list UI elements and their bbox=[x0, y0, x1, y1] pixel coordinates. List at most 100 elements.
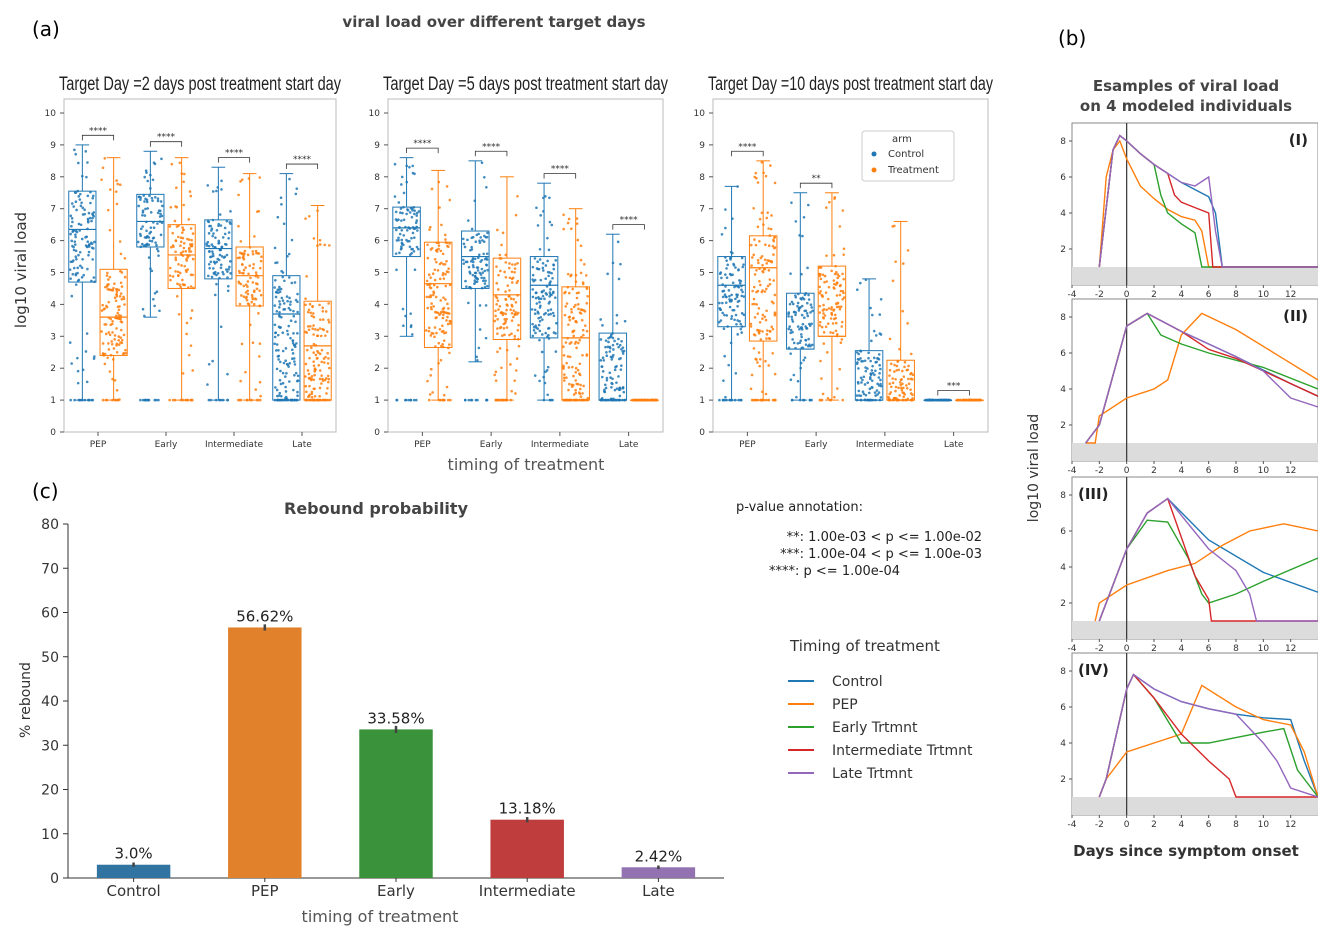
series-line-intermediate-trtmnt bbox=[1085, 312, 1318, 444]
data-point bbox=[160, 157, 163, 161]
detection-limit-band bbox=[1072, 797, 1318, 815]
data-point bbox=[141, 242, 144, 246]
data-point bbox=[759, 256, 763, 260]
data-point bbox=[429, 367, 433, 371]
data-point bbox=[221, 270, 224, 274]
data-point bbox=[889, 362, 893, 366]
data-point bbox=[223, 226, 227, 230]
data-point bbox=[879, 382, 882, 386]
data-point bbox=[723, 398, 726, 402]
x-tick-label: 2 bbox=[1151, 820, 1157, 830]
data-point bbox=[842, 247, 846, 251]
data-point bbox=[247, 272, 250, 276]
data-point bbox=[275, 261, 279, 264]
data-point bbox=[485, 398, 488, 402]
data-point bbox=[867, 351, 870, 355]
data-point bbox=[554, 259, 558, 262]
series-line-late-trtmnt bbox=[1098, 673, 1318, 798]
data-point bbox=[327, 302, 330, 305]
data-point bbox=[804, 338, 808, 342]
y-tick-label: 8 bbox=[1060, 491, 1066, 501]
data-point bbox=[831, 322, 835, 325]
data-point bbox=[464, 279, 467, 283]
box-body bbox=[492, 257, 522, 340]
data-point bbox=[435, 248, 439, 252]
data-point bbox=[477, 346, 481, 350]
data-point bbox=[900, 386, 903, 390]
data-point bbox=[825, 206, 828, 209]
data-point bbox=[87, 253, 90, 257]
data-point bbox=[313, 328, 317, 331]
significance-bracket bbox=[149, 141, 183, 147]
data-point bbox=[730, 293, 733, 297]
data-point bbox=[253, 289, 256, 292]
data-point bbox=[462, 262, 466, 265]
data-point bbox=[501, 313, 505, 317]
data-point bbox=[790, 300, 794, 304]
data-point bbox=[276, 333, 280, 337]
data-point bbox=[599, 359, 603, 362]
data-point bbox=[835, 294, 839, 297]
data-point bbox=[753, 175, 757, 179]
data-point bbox=[761, 317, 764, 321]
data-point bbox=[316, 334, 320, 338]
data-point bbox=[439, 299, 443, 302]
data-point bbox=[405, 238, 408, 242]
data-point bbox=[503, 333, 506, 337]
data-point bbox=[476, 359, 479, 362]
data-point bbox=[310, 375, 314, 378]
data-point bbox=[179, 244, 182, 248]
data-point bbox=[604, 383, 607, 387]
data-point bbox=[105, 274, 109, 277]
data-point bbox=[219, 224, 223, 227]
data-point bbox=[427, 329, 431, 333]
data-point bbox=[566, 221, 570, 225]
data-point bbox=[443, 331, 446, 335]
panel-c-letter: (c) bbox=[32, 479, 59, 503]
data-point bbox=[280, 296, 284, 300]
data-point bbox=[249, 276, 252, 280]
data-point bbox=[910, 371, 913, 375]
data-point bbox=[605, 378, 609, 382]
data-point bbox=[763, 290, 767, 293]
data-point bbox=[868, 387, 872, 391]
data-point bbox=[278, 326, 282, 329]
data-point bbox=[91, 194, 95, 198]
data-point bbox=[546, 259, 549, 263]
data-point bbox=[428, 393, 432, 396]
data-point bbox=[533, 257, 537, 260]
data-point bbox=[547, 274, 550, 278]
data-point bbox=[69, 232, 72, 236]
data-point bbox=[538, 247, 542, 251]
data-point bbox=[182, 246, 186, 250]
data-point bbox=[895, 369, 898, 372]
data-point bbox=[806, 314, 810, 318]
data-point bbox=[282, 361, 286, 365]
data-point bbox=[830, 312, 834, 315]
data-point bbox=[607, 340, 610, 344]
data-point bbox=[866, 381, 869, 384]
data-point bbox=[281, 299, 285, 302]
x-tick-label: Late bbox=[619, 440, 639, 450]
data-point bbox=[215, 273, 218, 277]
data-point bbox=[286, 333, 290, 336]
data-point bbox=[570, 383, 574, 387]
data-point bbox=[575, 346, 578, 350]
data-point bbox=[757, 261, 760, 265]
data-point bbox=[307, 308, 311, 312]
data-point bbox=[600, 375, 604, 379]
data-point bbox=[809, 303, 813, 307]
data-point bbox=[872, 356, 876, 360]
data-point bbox=[285, 371, 288, 375]
data-point bbox=[246, 285, 249, 288]
data-point bbox=[254, 249, 258, 253]
data-point bbox=[120, 338, 124, 342]
panel-a-xlabel: timing of treatment bbox=[448, 455, 605, 474]
data-point bbox=[575, 382, 579, 386]
data-point bbox=[312, 378, 316, 382]
data-point bbox=[318, 369, 322, 372]
data-point bbox=[74, 200, 78, 203]
data-point bbox=[513, 263, 517, 266]
data-point bbox=[273, 304, 277, 307]
